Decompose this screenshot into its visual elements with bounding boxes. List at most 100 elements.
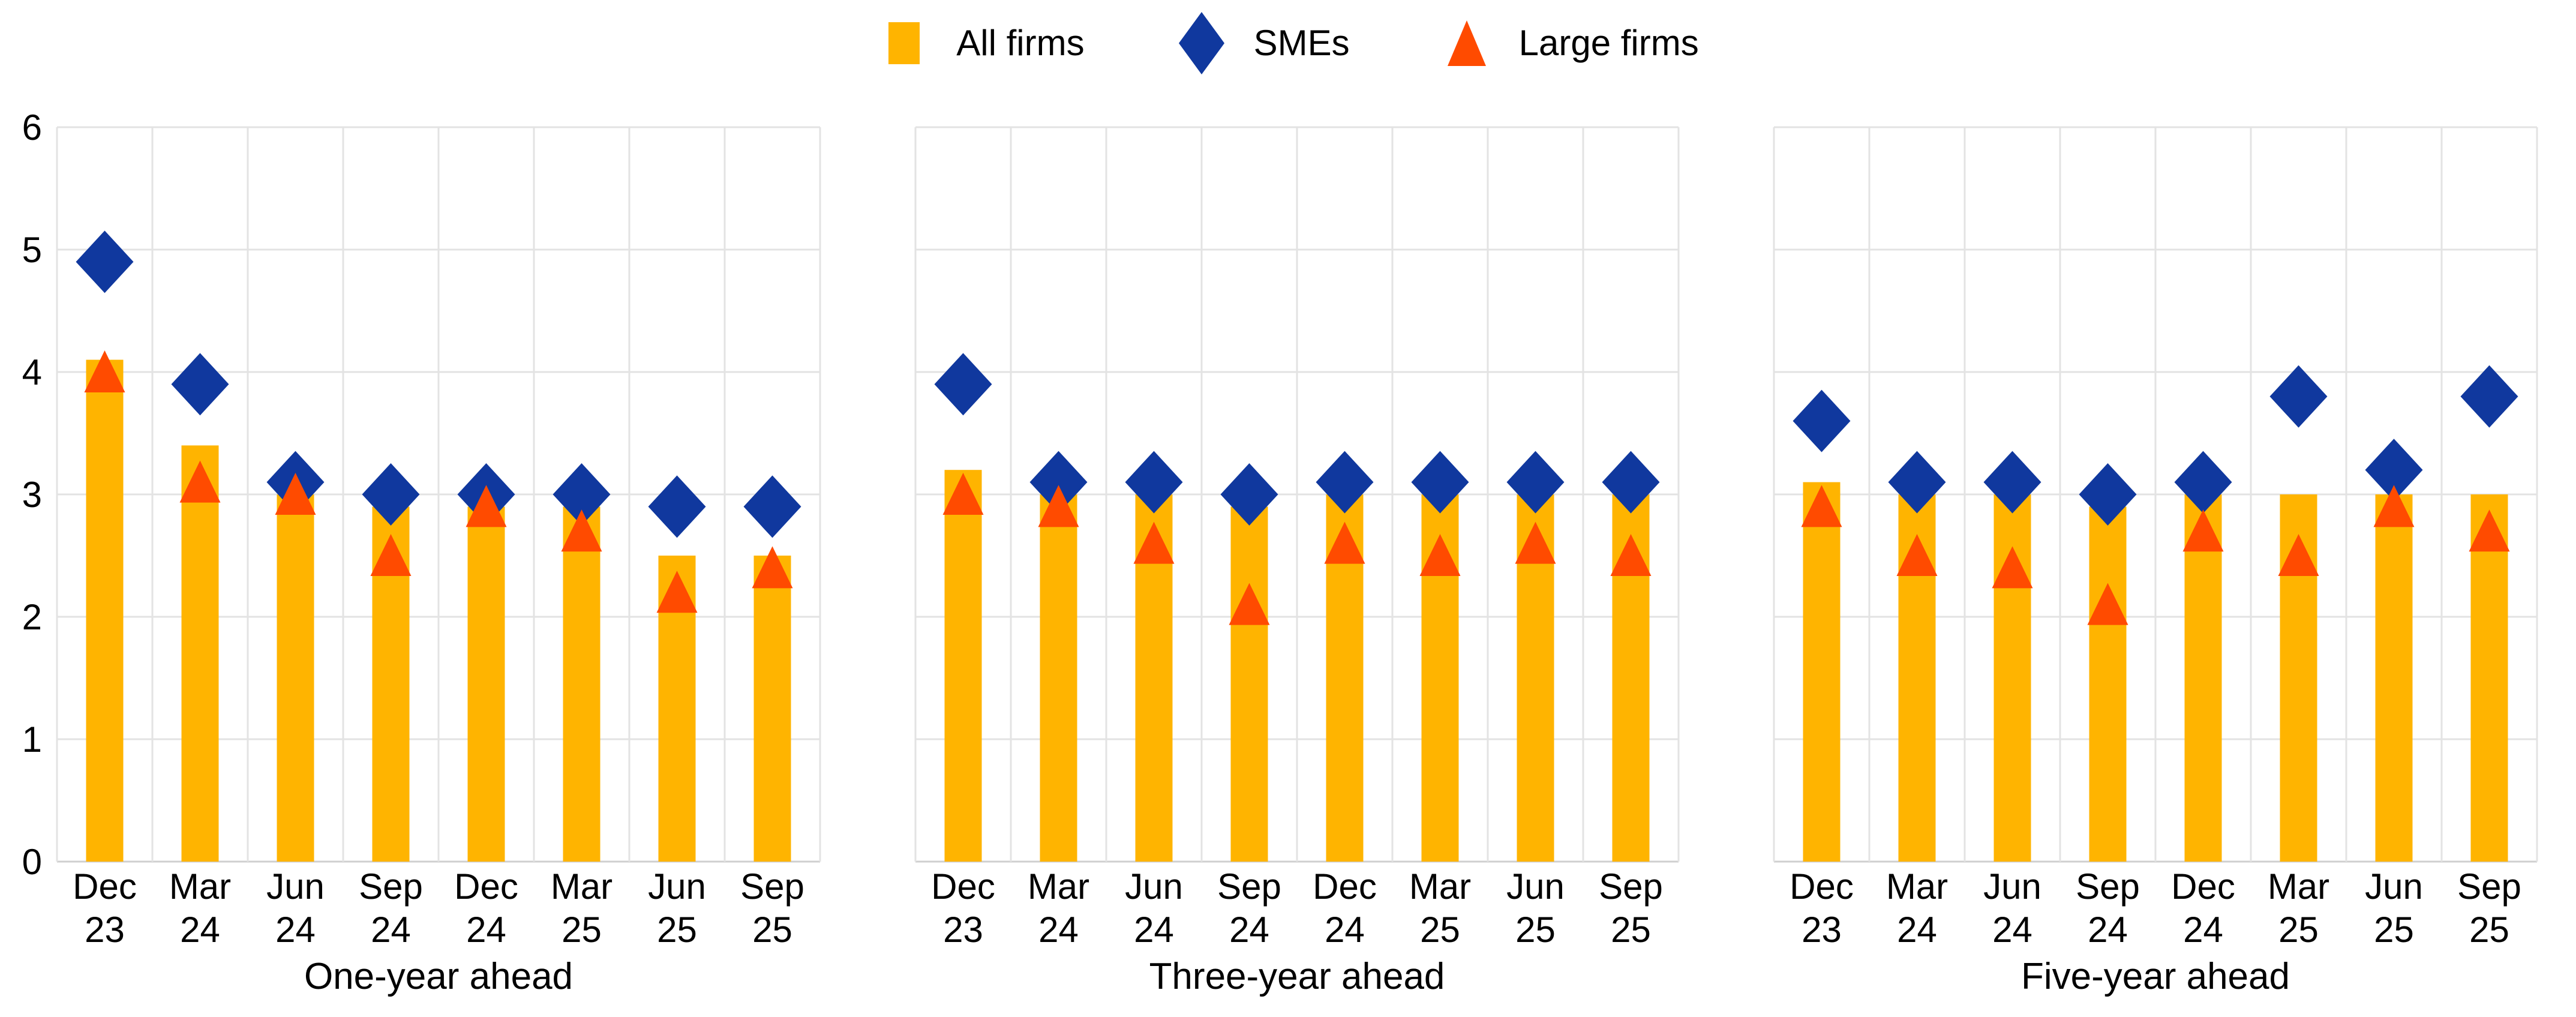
x-tick-label-month: Sep [359,866,423,907]
marker-smes-diamond [2269,365,2328,428]
marker-large-firms-triangle [2182,509,2224,552]
marker-large-firms-triangle [1133,521,1175,564]
x-tick-label-year: 25 [1515,910,1556,950]
marker-smes-diamond [743,475,801,538]
x-tick-label-month: Jun [266,866,325,907]
y-tick-label: 6 [22,107,42,148]
bar-all-firms [181,445,219,862]
x-tick-label-month: Jun [1506,866,1565,907]
chart-panels: 0 1 2 3 4 5 6 Dec 23 Mar 24 Jun 24 Sep 24 Dec 24 Mar 25 Jun… [0,90,2576,1017]
marker-large-firms-triangle [1801,485,1842,527]
x-tick-label-month: Jun [648,866,706,907]
bar-all-firms [277,494,314,862]
x-tick-label-year: 24 [371,910,411,950]
x-tick-label-month: Dec [1790,866,1854,907]
x-tick-label-month: Mar [551,866,613,907]
x-tick-label-year: 25 [752,910,792,950]
marker-large-firms-triangle [370,534,412,576]
bar-all-firms [467,506,505,862]
x-tick-label-year: 25 [2469,910,2509,950]
x-tick-label-month: Dec [454,866,518,907]
x-tick-label-month: Dec [73,866,137,907]
panel-plot: Dec23Mar24Jun24Sep24Dec24Mar25Jun25Sep25… [1773,126,2538,997]
x-tick-label-year: 24 [1038,910,1079,950]
marker-smes-diamond [1029,451,1088,514]
x-tick-label-year: 24 [2088,910,2128,950]
x-tick-label-year: 25 [2278,910,2319,950]
x-tick-label-month: Dec [931,866,995,907]
x-tick-label-month: Jun [2365,866,2423,907]
x-tick-label-year: 24 [1897,910,1937,950]
x-tick-label-year: 25 [1420,910,1460,950]
panel-title: One-year ahead [304,956,573,997]
legend-diamond-icon [1178,12,1224,74]
x-tick-label-year: 24 [275,910,316,950]
legend-item-all-firms: All firms [877,7,1085,79]
bar-all-firms [753,556,791,862]
x-tick-label-year: 24 [180,910,220,950]
bar-all-firms [1230,506,1268,862]
legend-label: All firms [956,23,1085,63]
x-tick-label-month: Jun [1983,866,2041,907]
marker-large-firms-triangle [2373,485,2415,527]
marker-large-firms-triangle [275,473,316,515]
x-tick-label-month: Mar [1886,866,1948,907]
marker-large-firms-triangle [179,460,221,503]
x-tick-label-month: Jun [1125,866,1183,907]
bar-all-firms [1040,494,1077,862]
marker-smes-diamond [1125,451,1183,514]
marker-smes-diamond [1220,463,1278,526]
marker-large-firms-triangle [2278,534,2319,576]
marker-smes-diamond [934,353,992,416]
marker-large-firms-triangle [942,473,984,515]
marker-large-firms-triangle [1515,521,1556,564]
legend-item-smes: SMEs [1175,7,1350,79]
x-tick-label-year: 25 [1611,910,1651,950]
panel-plot: 0123456Dec23Mar24Jun24Sep24Dec24Mar25Jun… [22,107,821,997]
x-tick-label-year: 24 [1992,910,2032,950]
panel-plot: Dec23Mar24Jun24Sep24Dec24Mar25Jun25Sep25… [914,126,1680,997]
bar-all-firms [2375,494,2413,862]
x-tick-label-year: 25 [657,910,697,950]
y-tick-label: 5 [22,230,42,270]
marker-large-firms-triangle [466,485,507,527]
x-tick-label-month: Dec [2171,866,2235,907]
marker-smes-diamond [1888,451,1946,514]
marker-large-firms-triangle [2469,509,2510,552]
x-tick-label-year: 24 [466,910,506,950]
bar-all-firms [2089,506,2127,862]
x-tick-label-year: 24 [1325,910,1365,950]
marker-smes-diamond [2460,365,2518,428]
marker-large-firms-triangle [1324,521,1365,564]
bar-all-firms [1803,482,1841,862]
marker-smes-diamond [553,463,611,526]
x-tick-label-month: Sep [2457,866,2521,907]
marker-large-firms-triangle [1229,583,1270,625]
y-tick-label: 0 [22,842,42,882]
y-tick-label: 2 [22,597,42,637]
marker-smes-diamond [1793,389,1851,452]
legend-triangle-icon [1447,20,1486,66]
marker-large-firms-triangle [1896,534,1938,576]
x-tick-label-month: Mar [2268,866,2329,907]
marker-large-firms-triangle [1992,546,2033,589]
x-tick-label-year: 24 [1134,910,1174,950]
x-tick-label-month: Sep [2076,866,2140,907]
legend-square-icon [888,22,920,64]
chart-panel-five-year-ahead: Dec 23 Mar 24 Jun 24 Sep 24 Dec 24 Mar 25 Jun 25 Sep 25… [1717,90,2575,1017]
legend-item-large-firms: Large firms [1440,7,1699,79]
marker-smes-diamond [648,475,706,538]
marker-smes-diamond [362,463,420,526]
x-tick-label-month: Sep [1217,866,1281,907]
chart-panel-one-year-ahead: 0 1 2 3 4 5 6 Dec 23 Mar 24 Jun 24 Sep 24 Dec 24 Mar 25 Jun… [0,90,858,1017]
marker-smes-diamond [1316,451,1374,514]
chart-legend: All firms SMEs Large firms [0,4,2576,83]
y-tick-label: 4 [22,352,42,392]
x-tick-label-month: Sep [1599,866,1663,907]
marker-smes-diamond [1506,451,1565,514]
panel-title: Five-year ahead [2021,956,2290,997]
x-tick-label-month: Mar [1409,866,1471,907]
bar-all-firms [944,470,982,862]
marker-large-firms-triangle [2087,583,2128,625]
x-tick-label-month: Sep [740,866,804,907]
